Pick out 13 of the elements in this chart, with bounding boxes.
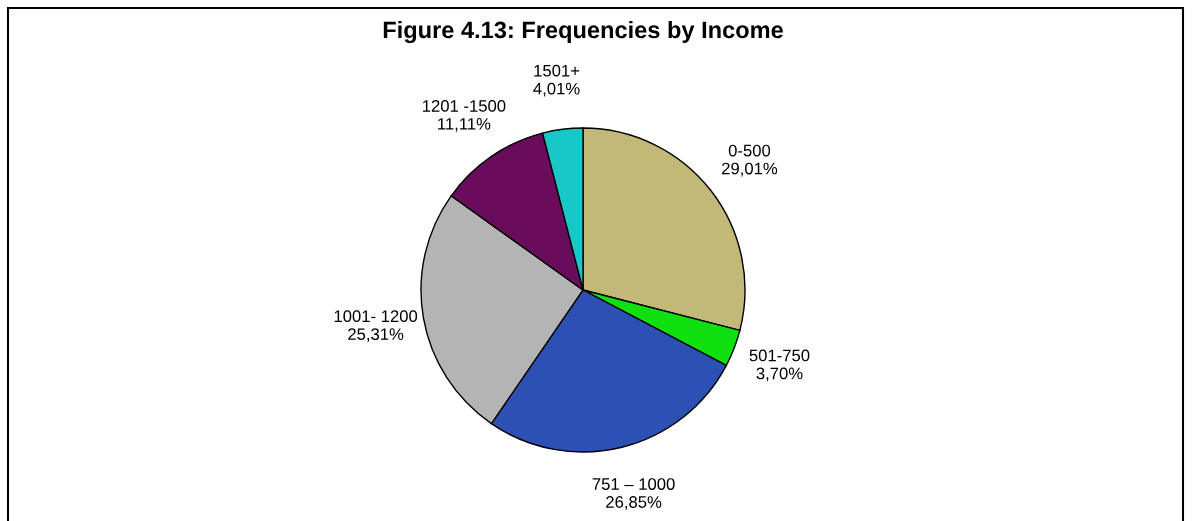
slice-label: 1201 -1500 (423, 100, 506, 112)
data-label: 11,11% (438, 118, 491, 132)
slice-label: 1501+ (534, 64, 580, 77)
slice-label: 1001- 1200 (334, 310, 418, 323)
chart-title: Figure 4.13: Frequencies by Income (383, 20, 783, 44)
slice-label: 751 – 1000 (592, 478, 675, 490)
data-label: 29,01% (722, 162, 778, 177)
data-label: 4,01% (533, 82, 580, 97)
data-label: 25,31% (348, 328, 404, 342)
slice-label: 0-500 (728, 144, 771, 157)
data-label: 3,70% (756, 367, 803, 382)
slice-label: 501-750 (749, 349, 810, 362)
data-label: 26,85% (606, 496, 662, 510)
